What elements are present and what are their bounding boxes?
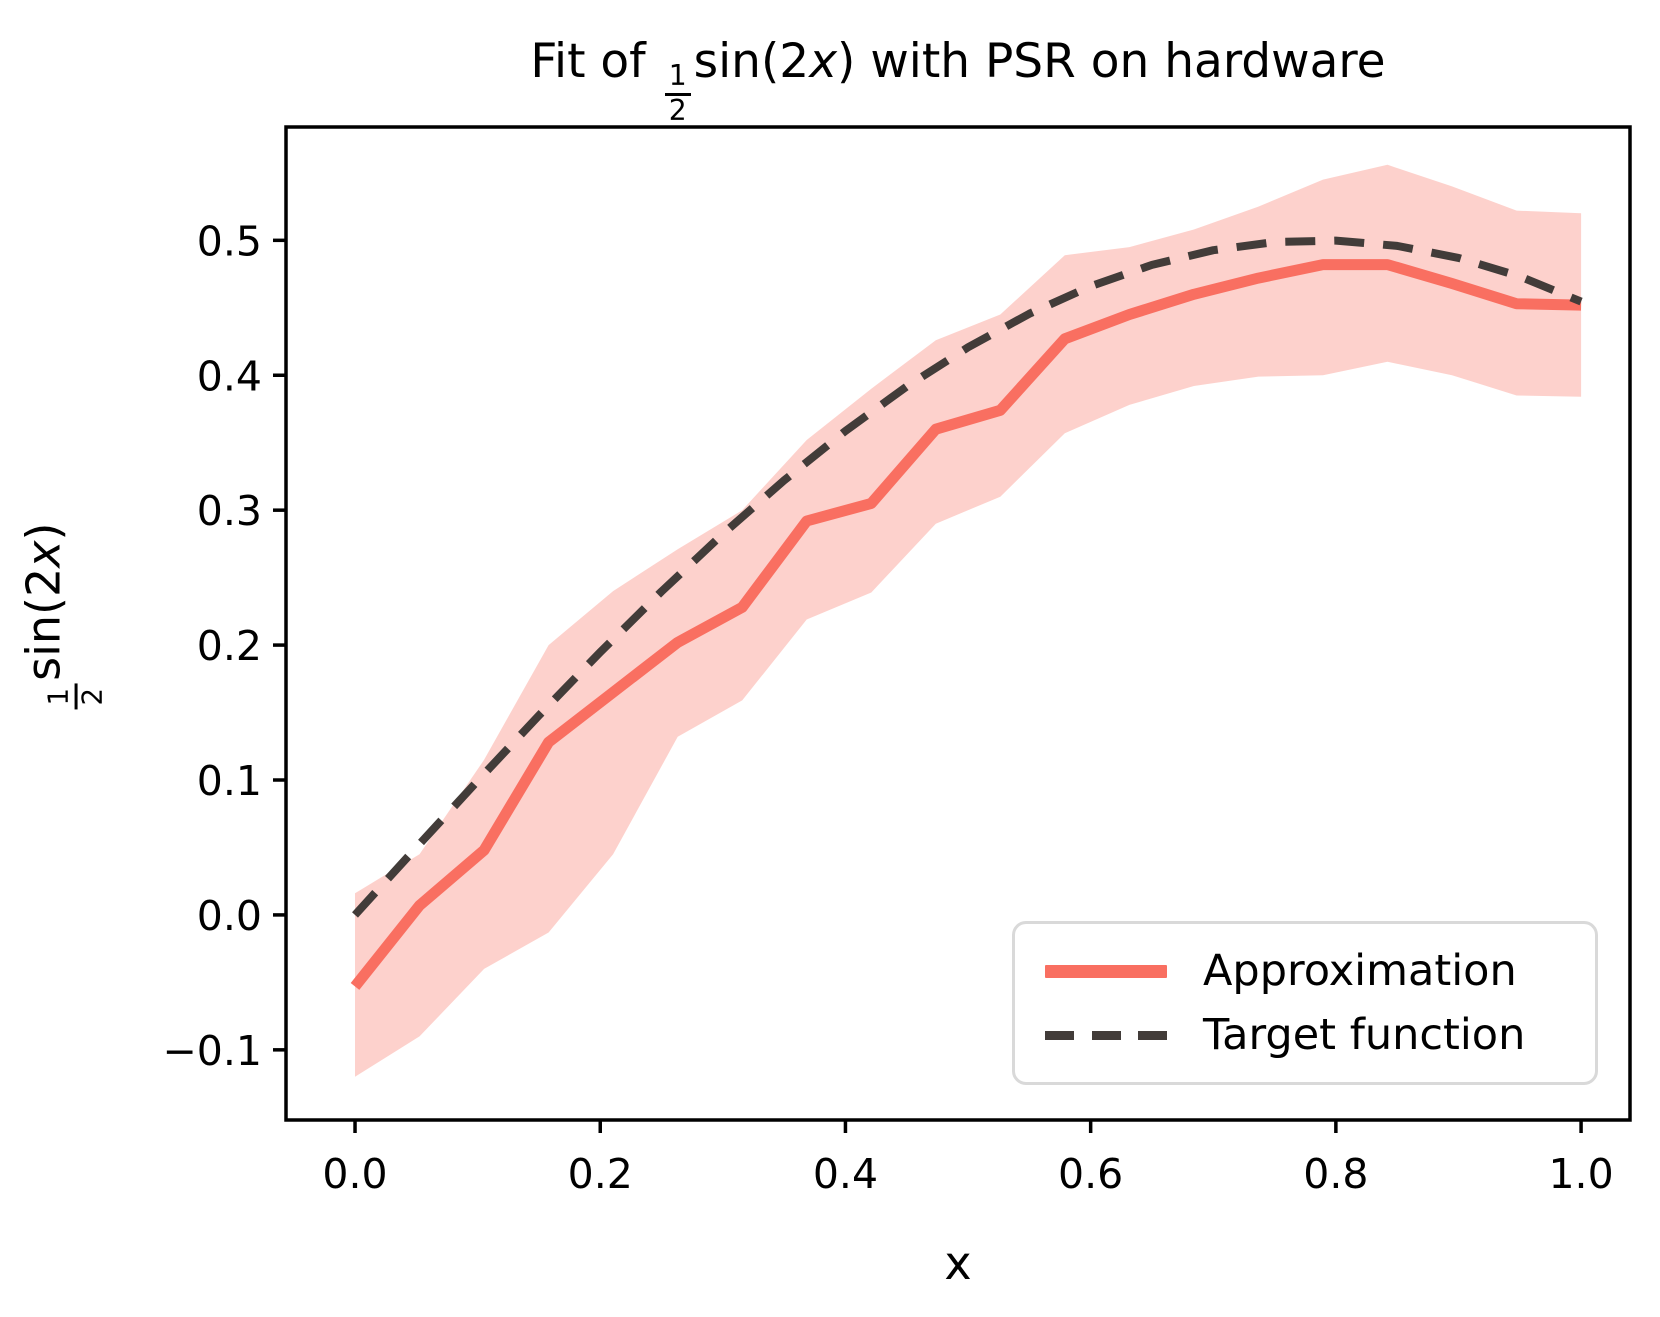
y-tick-label: 0.2 bbox=[197, 622, 262, 670]
approximation-line-swatch bbox=[1045, 964, 1167, 978]
legend-item-approximation: Approximation bbox=[1015, 946, 1595, 996]
approximation-line bbox=[350, 259, 1582, 990]
x-tick-label: 0.0 bbox=[322, 1150, 387, 1198]
x-axis-label: x bbox=[944, 1236, 972, 1290]
y-axis-label: 1 2 sin(2x) bbox=[17, 523, 109, 714]
plot-border bbox=[284, 125, 1632, 1122]
x-tick-label: 0.8 bbox=[1303, 1150, 1368, 1198]
x-tick-label: 0.2 bbox=[568, 1150, 633, 1198]
target-function-line-swatch bbox=[1045, 1030, 1167, 1040]
target-function-line bbox=[352, 236, 1583, 918]
chart-title: Fit of 1 2 sin(2x) with PSR on hardware bbox=[286, 34, 1630, 126]
y-tick-label: 0.0 bbox=[197, 892, 262, 940]
x-tick-label: 0.4 bbox=[813, 1150, 878, 1198]
title-function-close: ) bbox=[837, 34, 856, 89]
title-function-var: x bbox=[809, 34, 838, 89]
legend-label-target-function: Target function bbox=[1203, 1010, 1526, 1060]
y-tick-label: 0.1 bbox=[197, 757, 262, 805]
y-tick-label: 0.3 bbox=[197, 487, 262, 535]
title-text-pre: Fit of bbox=[530, 34, 661, 89]
y-tick-label: 0.5 bbox=[197, 217, 262, 265]
legend-label-approximation: Approximation bbox=[1203, 946, 1517, 996]
title-function: sin(2 bbox=[693, 34, 810, 89]
y-tick-label: 0.4 bbox=[197, 352, 262, 400]
legend-item-target-function: Target function bbox=[1015, 1010, 1595, 1060]
y-tick-label: −0.1 bbox=[162, 1027, 262, 1075]
legend-box: Approximation Target function bbox=[1012, 921, 1598, 1085]
x-tick-label: 0.6 bbox=[1058, 1150, 1123, 1198]
x-tick-label: 1.0 bbox=[1548, 1150, 1613, 1198]
title-text-post: with PSR on hardware bbox=[855, 34, 1386, 89]
